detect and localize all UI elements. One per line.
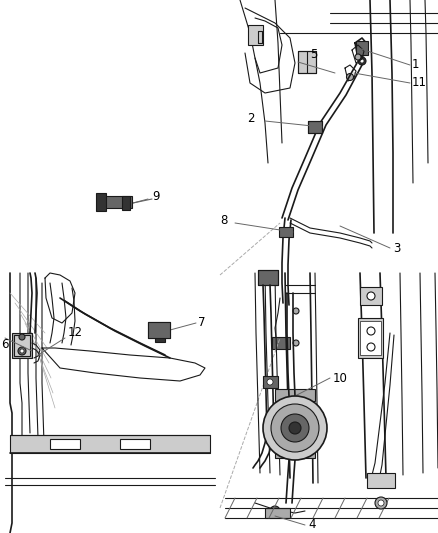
Bar — [100, 196, 132, 208]
Circle shape — [271, 404, 319, 452]
Bar — [96, 193, 106, 211]
Circle shape — [367, 292, 375, 300]
Bar — [120, 439, 150, 449]
Circle shape — [20, 349, 24, 353]
Bar — [272, 337, 290, 349]
Text: 7: 7 — [198, 317, 205, 329]
Circle shape — [270, 506, 280, 516]
Circle shape — [293, 308, 299, 314]
Circle shape — [355, 54, 361, 60]
Circle shape — [281, 414, 309, 442]
Bar — [12, 333, 32, 358]
Circle shape — [378, 500, 384, 506]
Bar — [263, 376, 278, 388]
Bar — [360, 321, 381, 355]
Text: 2: 2 — [247, 111, 254, 125]
Bar — [50, 439, 80, 449]
Bar — [14, 335, 30, 356]
Bar — [279, 227, 293, 237]
Circle shape — [346, 74, 353, 80]
Bar — [356, 41, 368, 55]
Text: 12: 12 — [68, 327, 83, 340]
Text: 1: 1 — [412, 59, 420, 71]
Circle shape — [263, 396, 327, 460]
Bar — [275, 389, 315, 401]
Circle shape — [19, 334, 25, 340]
Bar — [298, 51, 316, 73]
Circle shape — [367, 327, 375, 335]
Text: 9: 9 — [152, 190, 159, 204]
Text: 10: 10 — [333, 372, 348, 384]
Bar — [308, 121, 322, 133]
Text: 6: 6 — [1, 338, 8, 351]
Circle shape — [375, 497, 387, 509]
Circle shape — [360, 59, 364, 63]
Circle shape — [267, 379, 273, 385]
Text: 11: 11 — [412, 77, 427, 90]
Bar — [265, 508, 290, 518]
Bar — [358, 318, 383, 358]
Circle shape — [293, 340, 299, 346]
Bar — [275, 443, 315, 458]
Text: 3: 3 — [393, 241, 400, 254]
Text: 4: 4 — [308, 519, 315, 531]
Bar — [360, 287, 382, 305]
Bar — [367, 473, 395, 488]
Bar — [148, 322, 170, 338]
Bar — [248, 25, 263, 45]
Circle shape — [18, 347, 26, 355]
Circle shape — [289, 422, 301, 434]
Bar — [258, 270, 278, 285]
Text: 8: 8 — [220, 214, 227, 227]
Bar — [10, 435, 210, 453]
Bar — [122, 196, 130, 210]
Text: 5: 5 — [310, 49, 318, 61]
Circle shape — [272, 508, 278, 513]
Bar — [155, 336, 165, 342]
Circle shape — [358, 57, 366, 65]
Circle shape — [367, 343, 375, 351]
